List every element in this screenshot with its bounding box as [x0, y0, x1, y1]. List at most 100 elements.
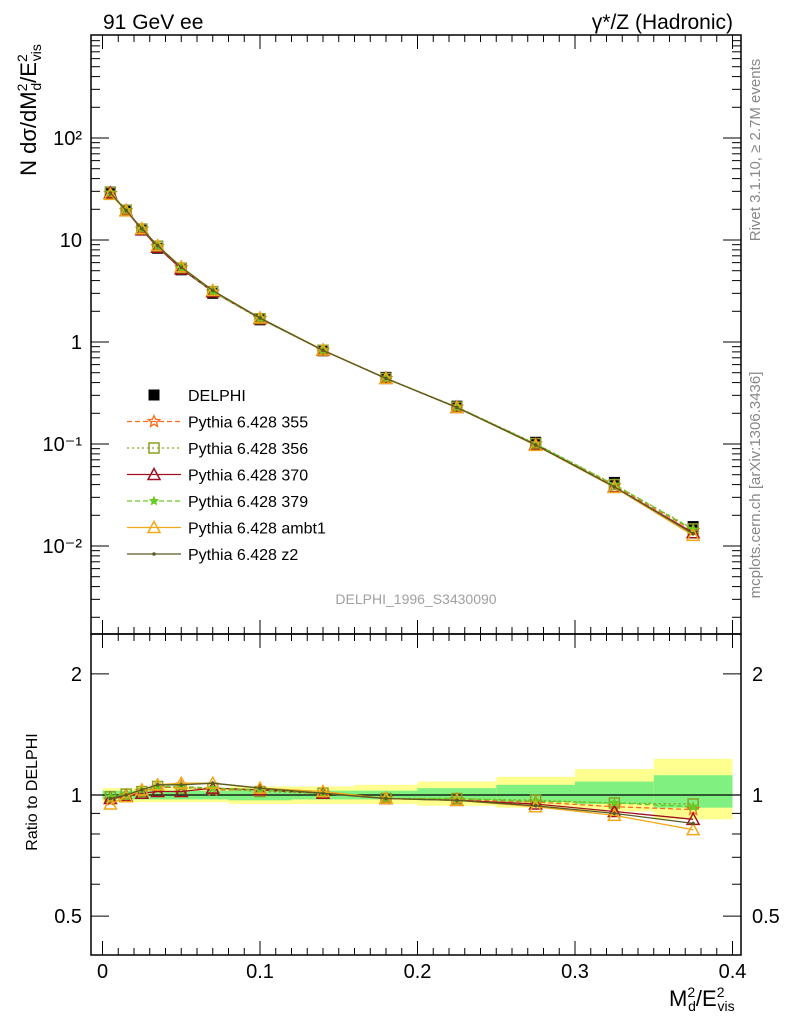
mcplots-label: mcplots.cern.ch [arXiv:1306.3436]: [747, 372, 764, 599]
y-tick-label: 10²: [53, 128, 82, 150]
data-point: [455, 798, 459, 803]
main-panel: 10⁻² 10⁻¹ 1 10 10²: [43, 34, 742, 635]
data-point: [140, 226, 144, 231]
data-point: [155, 243, 160, 248]
data-point: [148, 442, 160, 454]
data-point: [146, 466, 162, 481]
ratio-y-axis-label: Ratio to DELPHI: [24, 733, 41, 850]
data-point: [148, 495, 160, 506]
data-point: [384, 376, 388, 381]
data-point: [607, 803, 622, 818]
legend-entry-z2: Pythia 6.428 z2: [127, 547, 298, 564]
data-point: [108, 191, 113, 195]
data-point: [607, 479, 622, 494]
data-point: [449, 399, 465, 414]
band-inner-bin: [496, 784, 575, 803]
legend-entry-379: Pythia 6.428 379: [127, 494, 308, 511]
legend: DELPHI Pythia 6.428 355 Pythia 6.428 356 Py…: [127, 388, 326, 564]
process-label: γ*/Z (Hadronic): [592, 11, 733, 34]
data-point: [134, 221, 150, 235]
data-point: [210, 288, 215, 293]
data-point: [150, 238, 165, 252]
legend-label: Pythia 6.428 379: [188, 494, 308, 511]
legend-entry-DELPHI: DELPHI: [148, 388, 246, 405]
x-tick-label: 0.1: [246, 961, 274, 983]
data-point: [607, 807, 622, 822]
data-point: [150, 783, 165, 798]
x-axis-label: M2 d/E2 vis: [669, 984, 735, 1014]
data-point: [155, 783, 160, 787]
data-point: [258, 316, 262, 320]
data-point: [146, 413, 162, 428]
y-tick-label: 10: [60, 230, 82, 252]
data-point: [173, 259, 189, 273]
legend-entry-356: Pythia 6.428 356: [127, 441, 308, 458]
ratio-y-tick-label-right: 0.5: [752, 906, 780, 928]
data-point: [124, 793, 128, 797]
data-point: [321, 791, 325, 796]
legend-entry-ambt1: Pythia 6.428 ambt1: [127, 519, 326, 538]
series-z2: [108, 191, 695, 536]
data-point: [321, 348, 325, 353]
data-point: [533, 804, 538, 808]
data-point: [533, 443, 538, 447]
x-tick-label: 0.2: [404, 961, 432, 983]
data-point: [179, 265, 184, 270]
data-point: [685, 527, 701, 542]
data-point: [691, 531, 695, 536]
ratio-series-z2: [108, 781, 695, 826]
data-point: [612, 811, 617, 816]
ratio-y-tick-label: 2: [71, 664, 82, 686]
data-point: [108, 796, 113, 801]
band-inner-bin: [575, 781, 654, 804]
main-y-axis-label: N dσ/dM2d/E2vis: [14, 44, 44, 176]
data-point: [179, 783, 184, 787]
data-point: [173, 775, 189, 789]
main-frame: [90, 34, 742, 635]
ratio-y-tick-label-right: 1: [752, 785, 763, 807]
data-point: [455, 405, 459, 410]
data-point: [103, 796, 118, 810]
data-point: [118, 203, 134, 217]
x-tick-label: 0.3: [561, 961, 589, 983]
data-point: [148, 389, 160, 401]
legend-label: Pythia 6.428 356: [188, 441, 308, 458]
legend-label: Pythia 6.428 355: [188, 415, 308, 432]
data-point: [146, 519, 162, 534]
data-point: [134, 785, 150, 800]
data-point: [205, 775, 221, 789]
data-point: [528, 437, 543, 452]
ratio-y-tick-label-right: 2: [752, 664, 763, 686]
data-point: [384, 796, 388, 801]
rivet-label: Rivet 3.1.10, ≥ 2.7M events: [747, 59, 764, 242]
data-point: [124, 208, 128, 213]
data-point: [258, 786, 262, 790]
energy-label: 91 GeV ee: [103, 11, 203, 34]
analysis-id-label: DELPHI_1996_S3430090: [335, 591, 496, 607]
data-point: [173, 783, 189, 798]
ratio-panel: 0 0.1 0.2 0.3 0.4 0.5 0.5 1 1 2 2: [54, 35, 780, 983]
data-point: [691, 821, 695, 826]
data-point: [210, 781, 215, 785]
data-point: [205, 282, 221, 297]
data-point: [528, 796, 543, 810]
legend-label: DELPHI: [188, 388, 246, 405]
ratio-y-tick-label: 0.5: [54, 906, 82, 928]
x-tick-label: 0: [97, 961, 108, 983]
y-tick-label: 1: [71, 332, 82, 354]
data-point: [685, 822, 701, 836]
legend-label: Pythia 6.428 370: [188, 468, 308, 485]
data-point: [608, 797, 620, 808]
data-point: [103, 186, 118, 201]
data-point: [152, 552, 156, 556]
legend-entry-355: Pythia 6.428 355: [127, 413, 308, 432]
data-point: [378, 370, 394, 385]
ratio-uncertainty-band: [102, 758, 733, 820]
data-point: [315, 783, 331, 798]
y-tick-label: 10⁻²: [43, 536, 83, 558]
legend-label: Pythia 6.428 z2: [188, 547, 298, 564]
ratio-y-tick-label: 1: [71, 785, 82, 807]
data-point: [252, 310, 268, 324]
svg-text:N dσ/dM2d/E2vis: N dσ/dM2d/E2vis: [14, 44, 44, 176]
